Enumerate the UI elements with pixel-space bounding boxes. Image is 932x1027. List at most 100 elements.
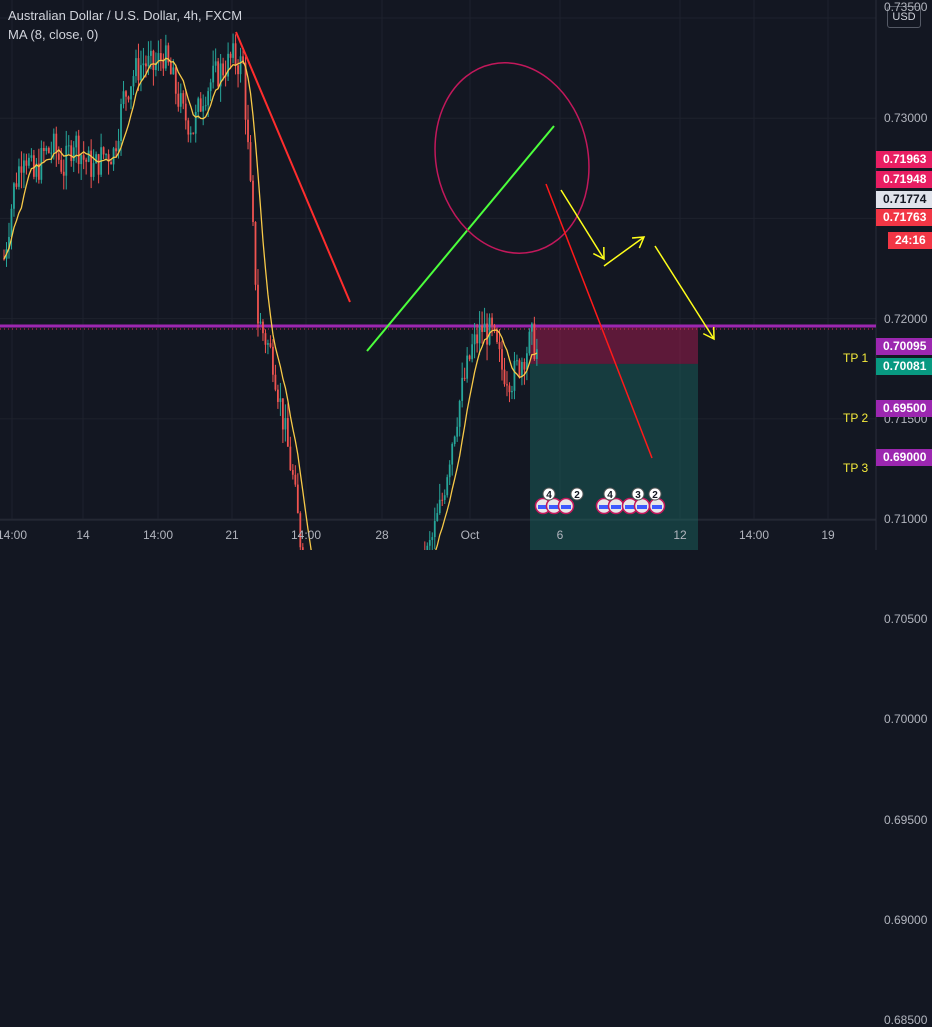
candle-body: [498, 342, 501, 350]
candle-body: [132, 76, 135, 87]
y-tick: 0.72000: [884, 311, 928, 326]
x-tick: 6: [556, 528, 564, 542]
candle-body: [122, 91, 125, 105]
candle-body: [486, 323, 488, 345]
candle-body: [239, 56, 242, 75]
price-tag: 0.71948: [876, 171, 932, 188]
x-tick: 21: [225, 528, 239, 542]
candle-body: [451, 443, 454, 465]
candle-body: [115, 148, 117, 152]
candle-body: [284, 417, 287, 430]
event-count-badge: [570, 487, 584, 501]
candle-body: [488, 317, 491, 345]
candle-body: [262, 321, 264, 334]
event-flag-stripe: [561, 505, 571, 509]
candle-body: [23, 160, 25, 173]
candle-body: [222, 63, 225, 76]
arrow-head: [592, 246, 605, 261]
candle-body: [167, 45, 170, 63]
candle-body: [244, 62, 247, 120]
candle-body: [458, 400, 461, 427]
candle-body: [162, 59, 165, 69]
candle-body: [274, 374, 277, 390]
candle-body: [169, 62, 172, 75]
candle-body: [189, 132, 192, 135]
candle-body: [272, 346, 274, 375]
candle-body: [57, 153, 60, 160]
candle-body: [521, 361, 523, 376]
candle-body: [468, 355, 471, 360]
candle-body: [197, 98, 200, 112]
projection-line: [545, 183, 653, 459]
candle-body: [301, 547, 304, 550]
horizontal-levels: [0, 324, 876, 330]
candle-body: [164, 45, 167, 69]
candle-body: [199, 98, 202, 112]
candle-body: [87, 150, 90, 162]
candle-body: [30, 155, 33, 158]
candle-body: [523, 361, 526, 370]
arrow-line: [603, 236, 645, 267]
x-tick: 14:00: [142, 528, 174, 542]
candle-body: [142, 63, 145, 66]
x-tick: 28: [375, 528, 389, 542]
candle-body: [37, 163, 40, 180]
candle-body: [85, 159, 88, 162]
candle-body: [140, 65, 142, 81]
candle-body: [441, 499, 444, 501]
candle-body: [3, 258, 5, 260]
candle-body: [535, 349, 538, 360]
candle-body: [10, 208, 13, 237]
candle-body: [102, 147, 105, 155]
event-count-label: 4: [546, 490, 552, 501]
event-count-badge: [603, 487, 617, 501]
candle-body: [446, 477, 449, 496]
candle-body: [289, 446, 292, 471]
candle-body: [291, 470, 294, 475]
candle-body: [110, 161, 112, 165]
candle-body: [77, 135, 80, 165]
candle-body: [481, 325, 483, 332]
candle-body: [463, 377, 466, 379]
candle-body: [237, 65, 239, 75]
candle-body: [125, 91, 127, 97]
x-tick: 14:00: [290, 528, 322, 542]
candle-body: [269, 343, 272, 347]
candle-body: [530, 323, 533, 332]
price-tag: 0.69000: [876, 449, 932, 466]
candle-body: [82, 155, 85, 160]
candle-body: [518, 360, 521, 376]
candle-body: [117, 140, 120, 152]
arrow-head: [702, 326, 715, 341]
candle-body: [426, 545, 429, 550]
candle-body: [461, 377, 464, 401]
x-tick: 12: [673, 528, 687, 542]
candle-body: [45, 147, 48, 151]
candle-body: [179, 93, 182, 107]
currency-button[interactable]: USD: [887, 6, 921, 28]
candle-body: [105, 154, 107, 156]
candle-body: [528, 331, 531, 354]
candle-body: [294, 474, 297, 485]
candle-body: [252, 180, 254, 223]
candle-body: [75, 135, 78, 148]
candle-body: [277, 389, 279, 402]
candle-body: [501, 349, 503, 370]
event-count-badge: [648, 487, 662, 501]
candle-body: [18, 166, 20, 187]
candle-body: [513, 360, 516, 391]
candle-body: [254, 222, 257, 285]
candle-body: [249, 142, 252, 181]
candle-body: [174, 67, 177, 94]
candle-body: [120, 104, 122, 141]
event-flag-stripe: [637, 505, 647, 509]
candle-body: [526, 353, 528, 370]
candle-body: [52, 133, 55, 153]
stop-loss-zone: [530, 324, 698, 364]
indicator-label[interactable]: MA (8, close, 0): [8, 27, 99, 42]
candle-body: [508, 385, 511, 393]
candle-body: [232, 43, 234, 58]
y-tick: 0.69500: [884, 812, 928, 827]
